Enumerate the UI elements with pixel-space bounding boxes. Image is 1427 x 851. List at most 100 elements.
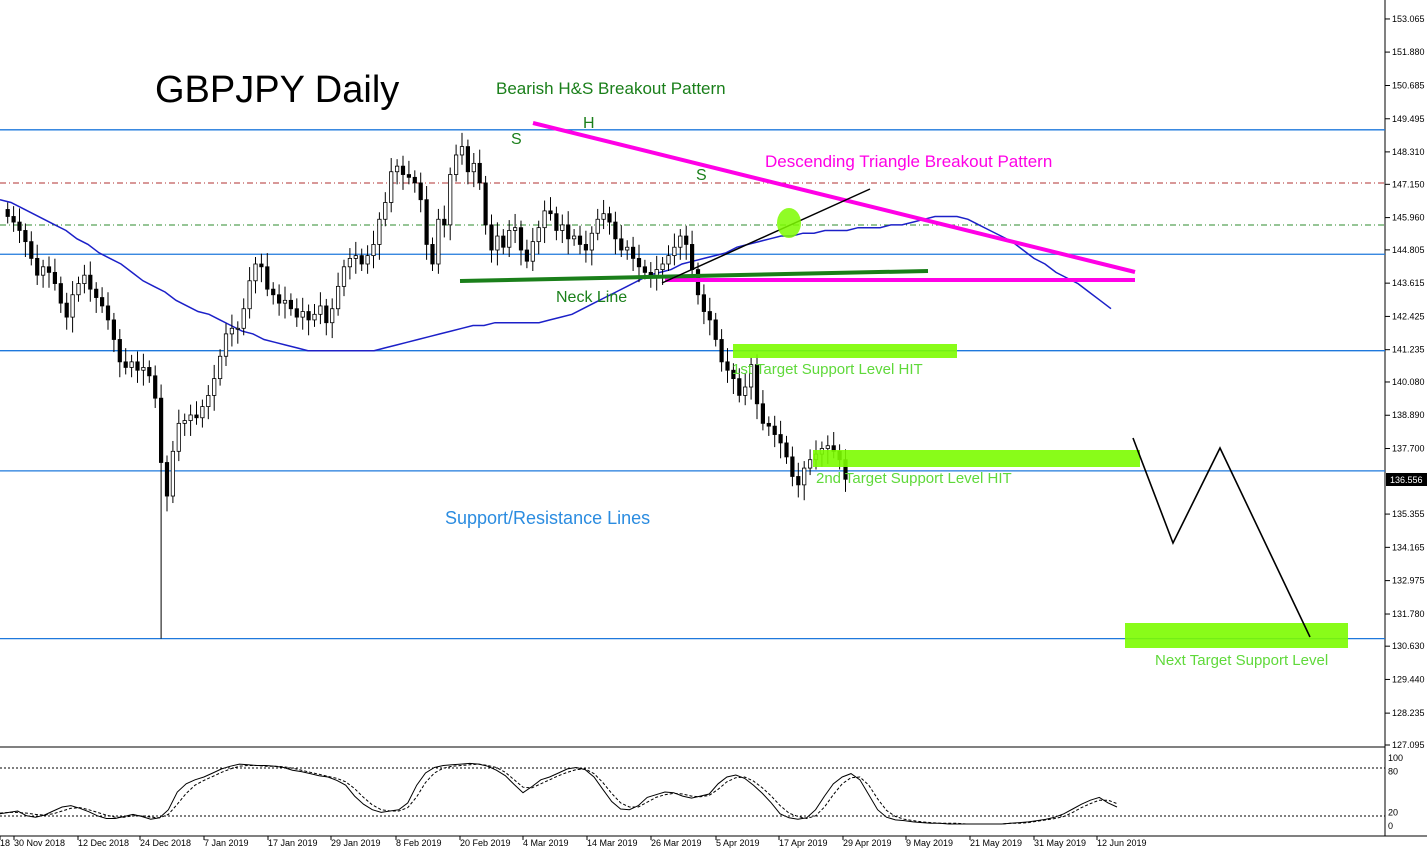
candle bbox=[41, 259, 46, 288]
black-trendline bbox=[661, 188, 871, 284]
candle-body-bull bbox=[76, 283, 81, 296]
candle bbox=[158, 384, 164, 639]
candle bbox=[518, 220, 524, 266]
candle bbox=[318, 292, 323, 325]
candle-body-bull bbox=[625, 246, 630, 251]
chart-title: GBPJPY Daily bbox=[155, 69, 399, 111]
candle-body-bull bbox=[743, 386, 748, 396]
candle-body-bull bbox=[595, 218, 600, 234]
date-tick-label: 12 Jun 2019 bbox=[1097, 838, 1147, 848]
candle-body-bear bbox=[690, 244, 695, 270]
price-tick-label: 143.615 bbox=[1392, 278, 1425, 288]
candle bbox=[560, 214, 565, 244]
candle bbox=[82, 264, 87, 294]
candle bbox=[725, 348, 730, 383]
candle-body-bull bbox=[141, 367, 146, 371]
price-axis-ticks: 153.065 151.880 150.685 149.495 148.310 147.1… bbox=[1385, 14, 1425, 750]
candle bbox=[477, 149, 482, 190]
candle bbox=[11, 206, 16, 232]
candle-body-bear bbox=[489, 224, 494, 251]
candle-body-bear bbox=[713, 319, 718, 340]
candle-body-bull bbox=[749, 364, 754, 388]
candle bbox=[259, 253, 264, 283]
candle-body-bull bbox=[223, 333, 229, 357]
candle-body-bear bbox=[465, 146, 471, 173]
candle bbox=[100, 287, 105, 313]
price-tick-label: 135.355 bbox=[1392, 509, 1425, 519]
candle bbox=[235, 321, 240, 344]
price-tick-label: 144.805 bbox=[1392, 245, 1425, 255]
stochastic-oscillator bbox=[0, 762, 1118, 825]
candle bbox=[64, 292, 69, 330]
candle-body-bull bbox=[825, 445, 830, 449]
candle-body-bull bbox=[389, 171, 394, 203]
candle bbox=[117, 329, 122, 378]
candle bbox=[790, 446, 795, 487]
candle bbox=[241, 298, 246, 336]
candle bbox=[247, 267, 252, 319]
date-tick-label: 12 Dec 2018 bbox=[78, 838, 129, 848]
candle bbox=[377, 212, 382, 260]
oscillator-tick-label: 20 bbox=[1388, 807, 1398, 817]
candle-body-bull bbox=[282, 299, 288, 304]
candle bbox=[524, 239, 530, 269]
candle-body-bear bbox=[442, 218, 447, 226]
candle bbox=[577, 225, 583, 255]
candle-body-bear bbox=[306, 311, 311, 321]
price-tick-label: 137.700 bbox=[1392, 444, 1425, 454]
candle-body-bear bbox=[418, 182, 423, 201]
date-tick-label: 26 Mar 2019 bbox=[651, 838, 702, 848]
candle-body-bear bbox=[501, 235, 506, 248]
candle bbox=[271, 282, 276, 305]
candle bbox=[743, 373, 748, 406]
date-tick-label: 24 Dec 2018 bbox=[140, 838, 191, 848]
price-tick-label: 147.150 bbox=[1392, 179, 1425, 189]
price-tick-label: 140.080 bbox=[1392, 377, 1425, 387]
candle-body-bull bbox=[666, 255, 671, 265]
candle-body-bear bbox=[105, 305, 111, 321]
candle-body-bear bbox=[790, 456, 795, 477]
candle-body-bear bbox=[707, 311, 712, 321]
projection-path bbox=[1132, 437, 1311, 638]
candle bbox=[430, 237, 435, 271]
oscillator-tick-label: 80 bbox=[1388, 767, 1398, 777]
candle bbox=[678, 229, 683, 260]
candle-body-bear bbox=[737, 378, 742, 396]
candle bbox=[749, 357, 754, 400]
candle-body-bull bbox=[353, 255, 358, 259]
candle bbox=[766, 416, 771, 436]
next-target-zone bbox=[1125, 623, 1348, 648]
candle-body-bear bbox=[636, 258, 642, 268]
candle-body-bull bbox=[495, 235, 500, 251]
candle bbox=[52, 258, 58, 291]
candle bbox=[306, 304, 311, 336]
candle-body-bear bbox=[29, 241, 34, 259]
head-label: H bbox=[583, 115, 595, 132]
candle bbox=[170, 440, 175, 504]
candle-body-bull bbox=[217, 355, 223, 380]
candle bbox=[542, 200, 547, 244]
candle-body-bull bbox=[300, 311, 305, 318]
candle bbox=[448, 167, 453, 241]
candle-body-bull bbox=[212, 378, 217, 396]
candle bbox=[330, 298, 335, 339]
candle bbox=[353, 241, 358, 274]
candle-body-bull bbox=[536, 227, 541, 243]
candle-body-bull bbox=[678, 235, 683, 248]
candle-body-bull bbox=[530, 241, 535, 262]
candle bbox=[141, 353, 146, 386]
candle-body-bull bbox=[436, 218, 441, 265]
candle bbox=[5, 202, 10, 224]
candle-body-bear bbox=[123, 361, 128, 368]
candle bbox=[300, 297, 305, 330]
candle bbox=[483, 175, 488, 235]
candle-body-bear bbox=[566, 224, 571, 240]
candle bbox=[631, 236, 636, 271]
candle-body-bear bbox=[35, 258, 40, 276]
candle-body-bear bbox=[23, 230, 28, 243]
candle bbox=[335, 272, 341, 316]
candle bbox=[46, 256, 52, 288]
price-tick-label: 149.495 bbox=[1392, 114, 1425, 124]
candle bbox=[17, 208, 22, 244]
candle-body-bull bbox=[330, 308, 335, 324]
